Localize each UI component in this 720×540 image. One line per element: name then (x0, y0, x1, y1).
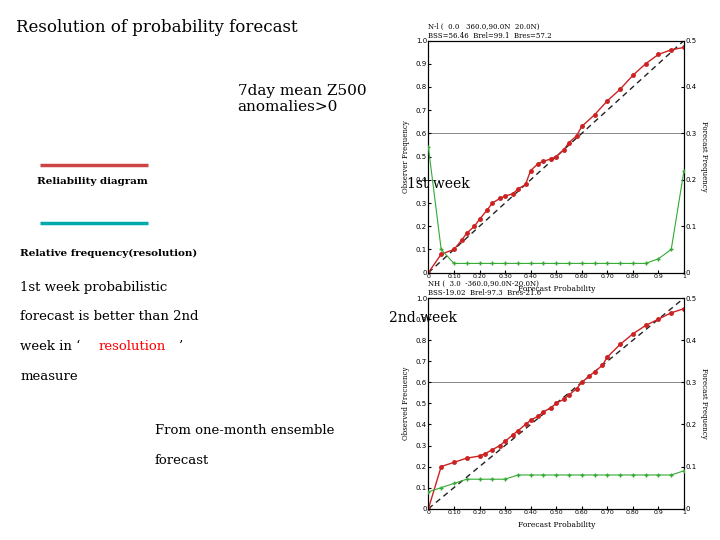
Text: NH (  3.0  -360.0,90.0N-20.0N)
BSS-19.02  Brel-97.3  Bres-21.6: NH ( 3.0 -360.0,90.0N-20.0N) BSS-19.02 B… (428, 280, 541, 298)
Text: forecast: forecast (155, 454, 209, 467)
Text: 7day mean Z500
anomalies>0: 7day mean Z500 anomalies>0 (238, 84, 366, 114)
Y-axis label: Observer Frequency: Observer Frequency (402, 120, 410, 193)
X-axis label: Forecast Probability: Forecast Probability (518, 521, 595, 529)
Text: week in ‘: week in ‘ (20, 340, 81, 353)
Text: Resolution of probability forecast: Resolution of probability forecast (16, 19, 297, 36)
Text: 2nd week: 2nd week (389, 310, 456, 325)
Text: From one-month ensemble: From one-month ensemble (155, 424, 334, 437)
Text: 1st week: 1st week (407, 177, 469, 191)
Text: N-l (  0.0   360.0,90.0N  20.0N)
BSS=56.46  Brel=99.1  Bres=57.2: N-l ( 0.0 360.0,90.0N 20.0N) BSS=56.46 B… (428, 23, 552, 40)
Text: forecast is better than 2nd: forecast is better than 2nd (20, 310, 199, 323)
Text: Reliability diagram: Reliability diagram (37, 177, 148, 186)
Text: ’: ’ (179, 340, 183, 353)
Y-axis label: Forecast Frequency: Forecast Frequency (700, 368, 708, 439)
Y-axis label: Observed Frecuency: Observed Frecuency (402, 367, 410, 440)
Y-axis label: Forecast Frequency: Forecast Frequency (700, 121, 708, 192)
Text: 1st week probabilistic: 1st week probabilistic (20, 281, 168, 294)
X-axis label: Forecast Probability: Forecast Probability (518, 285, 595, 293)
Text: resolution: resolution (99, 340, 166, 353)
Text: measure: measure (20, 370, 78, 383)
Text: Relative frequency(resolution): Relative frequency(resolution) (20, 248, 197, 258)
